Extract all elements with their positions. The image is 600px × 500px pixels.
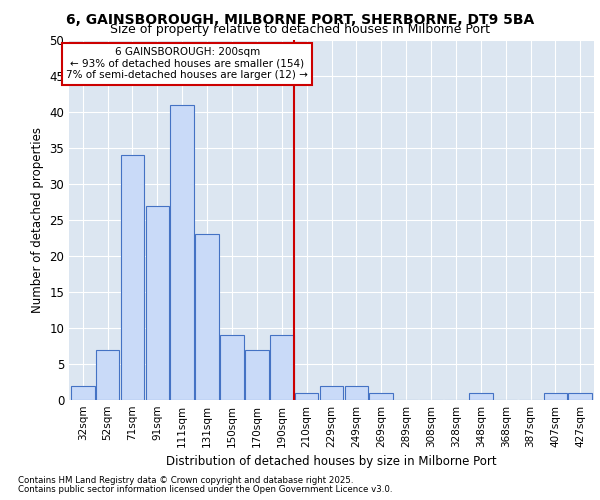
Y-axis label: Number of detached properties: Number of detached properties	[31, 127, 44, 313]
Text: Contains public sector information licensed under the Open Government Licence v3: Contains public sector information licen…	[18, 485, 392, 494]
Bar	[270, 335, 293, 400]
Bar	[245, 350, 269, 400]
Text: Contains HM Land Registry data © Crown copyright and database right 2025.: Contains HM Land Registry data © Crown c…	[18, 476, 353, 485]
Bar	[295, 393, 319, 400]
Bar	[320, 386, 343, 400]
Text: Size of property relative to detached houses in Milborne Port: Size of property relative to detached ho…	[110, 22, 490, 36]
X-axis label: Distribution of detached houses by size in Milborne Port: Distribution of detached houses by size …	[166, 456, 497, 468]
Bar	[370, 393, 393, 400]
Bar	[469, 393, 493, 400]
Bar	[146, 206, 169, 400]
Bar	[121, 155, 144, 400]
Bar	[568, 393, 592, 400]
Bar	[344, 386, 368, 400]
Text: 6 GAINSBOROUGH: 200sqm
← 93% of detached houses are smaller (154)
7% of semi-det: 6 GAINSBOROUGH: 200sqm ← 93% of detached…	[66, 47, 308, 80]
Bar	[544, 393, 567, 400]
Bar	[220, 335, 244, 400]
Text: 6, GAINSBOROUGH, MILBORNE PORT, SHERBORNE, DT9 5BA: 6, GAINSBOROUGH, MILBORNE PORT, SHERBORN…	[66, 12, 534, 26]
Bar	[96, 350, 119, 400]
Bar	[71, 386, 95, 400]
Bar	[170, 105, 194, 400]
Bar	[195, 234, 219, 400]
